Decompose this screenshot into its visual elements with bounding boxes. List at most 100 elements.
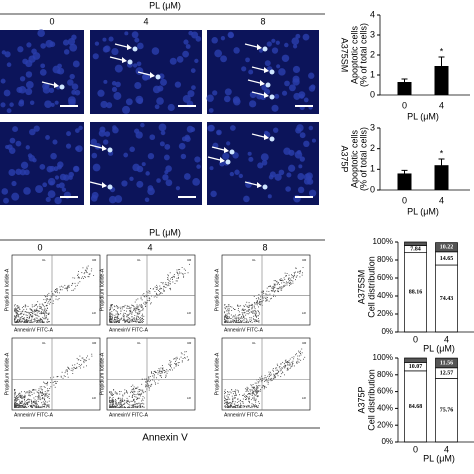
event [151, 372, 152, 374]
event [128, 321, 130, 323]
event [44, 398, 46, 400]
event [279, 368, 281, 370]
event [293, 277, 294, 279]
event [291, 365, 293, 367]
event [273, 287, 275, 289]
event [115, 321, 117, 323]
event [140, 393, 142, 395]
event [38, 311, 40, 313]
event [155, 295, 156, 297]
event [123, 312, 125, 314]
event [251, 386, 253, 388]
event [168, 275, 169, 277]
event [235, 317, 237, 319]
event [295, 354, 296, 356]
x-tick-label: 4 [439, 195, 444, 205]
event [224, 317, 225, 319]
event [170, 367, 172, 369]
event [135, 396, 137, 398]
event [60, 375, 62, 377]
side-label: A375P [340, 145, 350, 172]
nucleus [102, 139, 109, 145]
quadrant-label: UR [92, 341, 97, 345]
event [173, 358, 175, 359]
event [268, 374, 270, 376]
event [153, 371, 155, 373]
event [19, 392, 21, 394]
event [168, 363, 170, 365]
event [284, 364, 286, 366]
event [125, 321, 127, 323]
event [30, 309, 32, 311]
event [15, 321, 16, 323]
event [232, 399, 234, 401]
event [119, 400, 121, 402]
event [247, 396, 249, 398]
event [19, 400, 21, 402]
event [281, 279, 283, 281]
event [224, 316, 226, 318]
event [142, 402, 144, 404]
flow-xlabel: AnnexinV FITC-A [14, 327, 54, 333]
event [36, 404, 38, 406]
event [294, 274, 296, 276]
event [273, 377, 275, 379]
event [251, 403, 253, 405]
event [110, 319, 112, 321]
nucleus [169, 57, 177, 65]
event [257, 396, 258, 398]
nucleus [53, 166, 59, 172]
event [235, 321, 236, 323]
event [129, 312, 131, 314]
event [139, 317, 141, 319]
event [258, 395, 259, 397]
event [27, 305, 29, 307]
event [112, 399, 114, 401]
event [31, 318, 33, 320]
event [43, 310, 45, 311]
event [111, 311, 113, 313]
event [48, 314, 50, 315]
event [230, 405, 232, 407]
event [263, 377, 265, 379]
event [164, 372, 166, 374]
event [256, 316, 257, 318]
event [42, 393, 43, 395]
event [122, 400, 124, 402]
event [255, 303, 257, 305]
event [268, 379, 270, 381]
event [110, 321, 112, 323]
value-label: 10.07 [409, 364, 423, 370]
event [138, 321, 140, 323]
event [123, 306, 125, 308]
event [154, 286, 156, 288]
event [139, 305, 141, 307]
event [109, 312, 111, 314]
nucleus [92, 53, 99, 60]
event [145, 381, 146, 383]
y-tick-label: 80% [377, 370, 393, 379]
event [18, 306, 20, 308]
event [17, 399, 18, 401]
event [278, 291, 279, 292]
event [277, 290, 279, 292]
event [237, 316, 239, 318]
event [126, 406, 128, 408]
event [110, 391, 112, 393]
event [17, 319, 19, 321]
event [258, 312, 260, 314]
event [17, 314, 19, 316]
event [129, 406, 130, 408]
event [49, 299, 51, 301]
event [249, 309, 251, 311]
event [165, 287, 167, 289]
event [114, 309, 115, 311]
event [237, 406, 238, 408]
event [187, 272, 189, 274]
event [45, 301, 47, 303]
event [238, 394, 240, 396]
event [262, 290, 264, 292]
event [141, 398, 143, 400]
event [141, 405, 143, 407]
event [156, 287, 157, 289]
